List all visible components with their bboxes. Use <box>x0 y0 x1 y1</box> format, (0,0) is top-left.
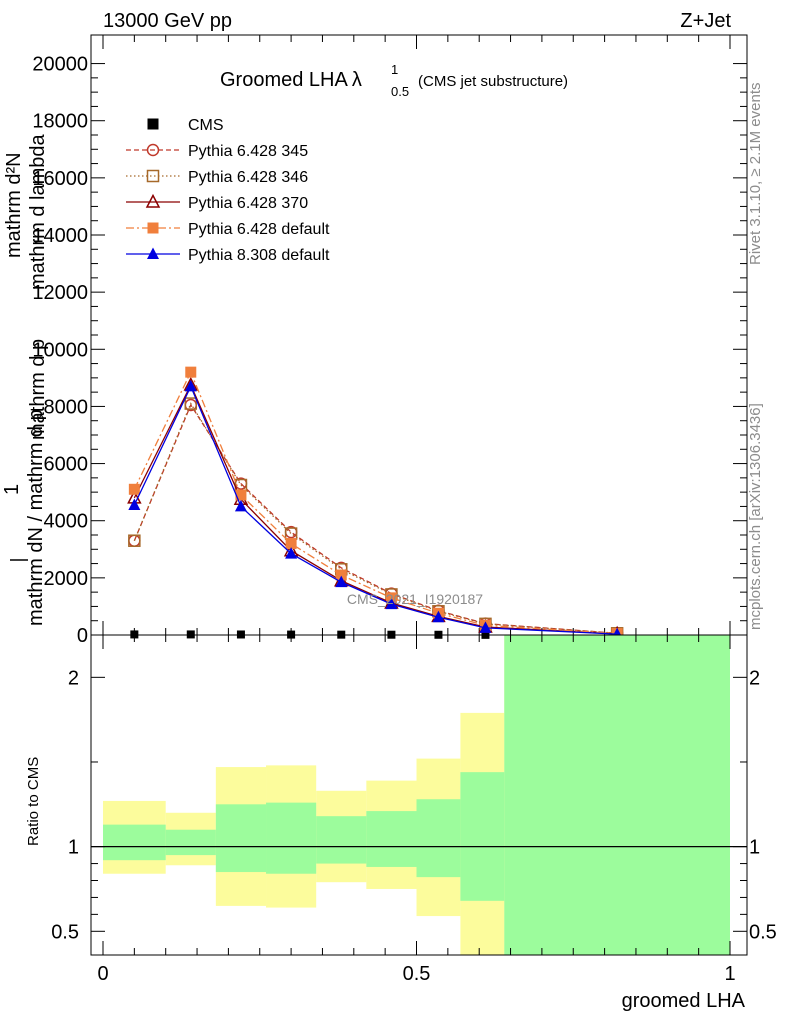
ylabel-one: 1 <box>1 484 23 495</box>
rivet-label: Rivet 3.1.10, ≥ 2.1M events <box>747 83 764 266</box>
legend-marker <box>147 247 159 259</box>
y-tick-label: 16000 <box>32 168 88 190</box>
y-tick-label: 4000 <box>44 511 89 533</box>
ylabel-main2: mathrm d p <box>27 339 49 440</box>
ratio-green-band <box>416 799 461 878</box>
data-point <box>184 397 198 410</box>
ratio-axes: 0.5 0.5 1 1 2 2 0 0.5 1 <box>51 634 777 985</box>
legend-marker <box>146 143 160 157</box>
data-point <box>130 630 139 639</box>
x-tick-label: 0.5 <box>403 963 431 985</box>
data-point <box>128 534 141 547</box>
main-ylabel: mathrm d²N mathrm d lambda 1 mathrm dN /… <box>1 134 49 626</box>
x-tick-label: 1 <box>724 963 735 985</box>
data-point <box>234 499 247 512</box>
main-series-layer <box>127 366 625 640</box>
y-tick-label: 18000 <box>32 111 88 133</box>
y-tick-label: 14000 <box>32 225 88 247</box>
data-point <box>185 366 197 378</box>
legend-entry: Pythia 6.428 346 <box>126 169 308 186</box>
legend-marker <box>146 169 160 183</box>
ratio-y-tick-label: 2 <box>68 667 79 689</box>
ratio-green-band <box>504 635 730 955</box>
legend-label: Pythia 6.428 default <box>188 221 330 238</box>
watermark: CMS_2021_I1920187 <box>347 591 483 607</box>
y-tick-label: 12000 <box>32 282 88 304</box>
y-tick-label: 2000 <box>44 568 89 590</box>
title-sub: 0.5 <box>391 84 409 99</box>
legend-marker <box>147 118 159 130</box>
ratio-ylabel: Ratio to CMS <box>25 757 42 846</box>
legend: CMS Pythia 6.428 345 Pythia 6.428 346 Pythi… <box>126 117 330 264</box>
data-point <box>235 489 247 501</box>
legend-label: Pythia 8.308 default <box>188 247 330 264</box>
legend-entry: CMS <box>147 117 224 134</box>
legend-entry: Pythia 6.428 370 <box>126 193 308 212</box>
ratio-y-tick-label: 1 <box>68 837 79 859</box>
data-point <box>432 610 445 623</box>
legend-label: CMS <box>188 117 224 134</box>
data-point <box>184 379 197 392</box>
title-symbol: λ <box>352 69 362 91</box>
legend-marker <box>145 193 161 208</box>
y-tick-label: 20000 <box>32 54 88 76</box>
x-axis-label: groomed LHA <box>622 990 746 1012</box>
ratio-green-band <box>266 802 317 874</box>
ratio-y-tick-label: 0.5 <box>51 921 79 943</box>
main-axes: 0 2000 4000 6000 8000 10000 12000 14000 16000 180… <box>32 34 748 647</box>
data-point <box>186 630 195 639</box>
y-tick-label: 6000 <box>44 454 89 476</box>
ratio-green-band <box>460 772 505 901</box>
title-text: Groomed LHA <box>220 69 348 91</box>
legend-marker <box>147 222 159 234</box>
legend-entry: Pythia 8.308 default <box>126 247 330 264</box>
data-point <box>236 630 245 639</box>
ratio-y-tick-label-right: 1 <box>749 837 760 859</box>
series-line <box>133 402 618 634</box>
data-point <box>128 498 141 510</box>
ratio-green-band <box>165 829 216 856</box>
ratio-green-band <box>103 824 166 861</box>
legend-entry: Pythia 6.428 345 <box>126 143 308 160</box>
header-right: Z+Jet <box>680 10 731 32</box>
title-sup: 1 <box>391 62 398 77</box>
data-point <box>479 621 492 633</box>
ratio-y-tick-label-right: 0.5 <box>749 921 777 943</box>
data-point <box>335 569 347 581</box>
y-tick-label: 10000 <box>32 339 88 361</box>
ratio-frame <box>90 634 748 956</box>
legend-label: Pythia 6.428 345 <box>188 143 308 160</box>
data-point <box>335 575 348 588</box>
legend-label: Pythia 6.428 370 <box>188 195 308 212</box>
header-left: 13000 GeV pp <box>103 10 232 32</box>
y-tick-label: 8000 <box>44 396 89 418</box>
x-tick-label: 0 <box>97 963 108 985</box>
ratio-bands <box>103 635 730 955</box>
ratio-green-band <box>366 811 417 867</box>
ratio-green-band <box>316 816 367 864</box>
chart-title: Groomed LHA λ 1 0.5 (CMS jet substructure… <box>220 62 568 99</box>
ratio-green-band <box>215 804 267 873</box>
data-point <box>285 538 297 550</box>
ratio-y-tick-label-right: 2 <box>749 667 760 689</box>
ylabel-main: mathrm dN / mathrm d p <box>25 409 47 626</box>
data-point <box>285 547 298 559</box>
data-point <box>128 483 140 495</box>
legend-label: Pythia 6.428 346 <box>188 169 308 186</box>
y-tick-label: 0 <box>77 625 88 647</box>
mcplots-label: mcplots.cern.ch [arXiv:1306.3436] <box>747 403 764 630</box>
title-suffix: (CMS jet substructure) <box>418 73 568 90</box>
ylabel-top: mathrm d²N <box>3 152 25 258</box>
ylabel-main3: mathrm d lambda <box>27 134 49 290</box>
data-point <box>385 597 398 610</box>
legend-entry: Pythia 6.428 default <box>126 221 330 238</box>
